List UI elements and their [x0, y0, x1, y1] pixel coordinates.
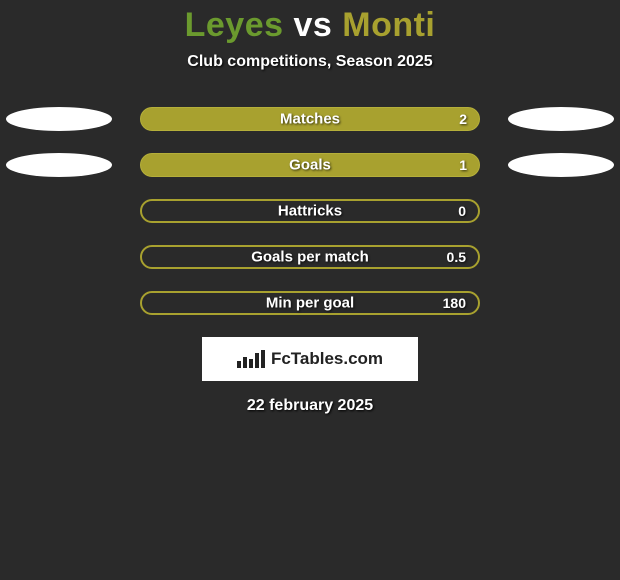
stat-label: Goals	[289, 157, 331, 174]
stat-value: 0	[458, 203, 466, 219]
page-subtitle: Club competitions, Season 2025	[0, 53, 620, 71]
stat-row: Goals per match 0.5	[0, 245, 620, 269]
title-vs: vs	[293, 6, 332, 44]
stats-container: Matches 2 Goals 1 Hattricks 0 Goals per match 0…	[0, 107, 620, 315]
stat-bar: Hattricks 0	[140, 199, 480, 223]
logo-box[interactable]: FcTables.com	[202, 337, 418, 381]
stat-label: Min per goal	[266, 295, 354, 312]
stat-label: Matches	[280, 111, 340, 128]
stat-value: 180	[443, 295, 466, 311]
stat-value: 2	[459, 111, 467, 127]
stat-row: Hattricks 0	[0, 199, 620, 223]
stat-row: Goals 1	[0, 153, 620, 177]
stat-value: 1	[459, 157, 467, 173]
stat-bar: Matches 2	[140, 107, 480, 131]
title-player-a: Leyes	[185, 6, 284, 44]
stat-label: Hattricks	[278, 203, 342, 220]
logo-text: FcTables.com	[271, 349, 383, 369]
page-title: Leyes vs Monti	[0, 0, 620, 45]
date-label: 22 february 2025	[0, 397, 620, 415]
right-ellipse	[508, 153, 614, 177]
stat-value: 0.5	[447, 249, 466, 265]
stat-row: Matches 2	[0, 107, 620, 131]
right-ellipse	[508, 107, 614, 131]
stat-label: Goals per match	[251, 249, 369, 266]
left-ellipse	[6, 153, 112, 177]
stat-bar: Goals 1	[140, 153, 480, 177]
stat-row: Min per goal 180	[0, 291, 620, 315]
stat-bar: Goals per match 0.5	[140, 245, 480, 269]
chart-icon	[237, 350, 265, 368]
left-ellipse	[6, 107, 112, 131]
title-player-b: Monti	[342, 6, 435, 44]
stat-bar: Min per goal 180	[140, 291, 480, 315]
